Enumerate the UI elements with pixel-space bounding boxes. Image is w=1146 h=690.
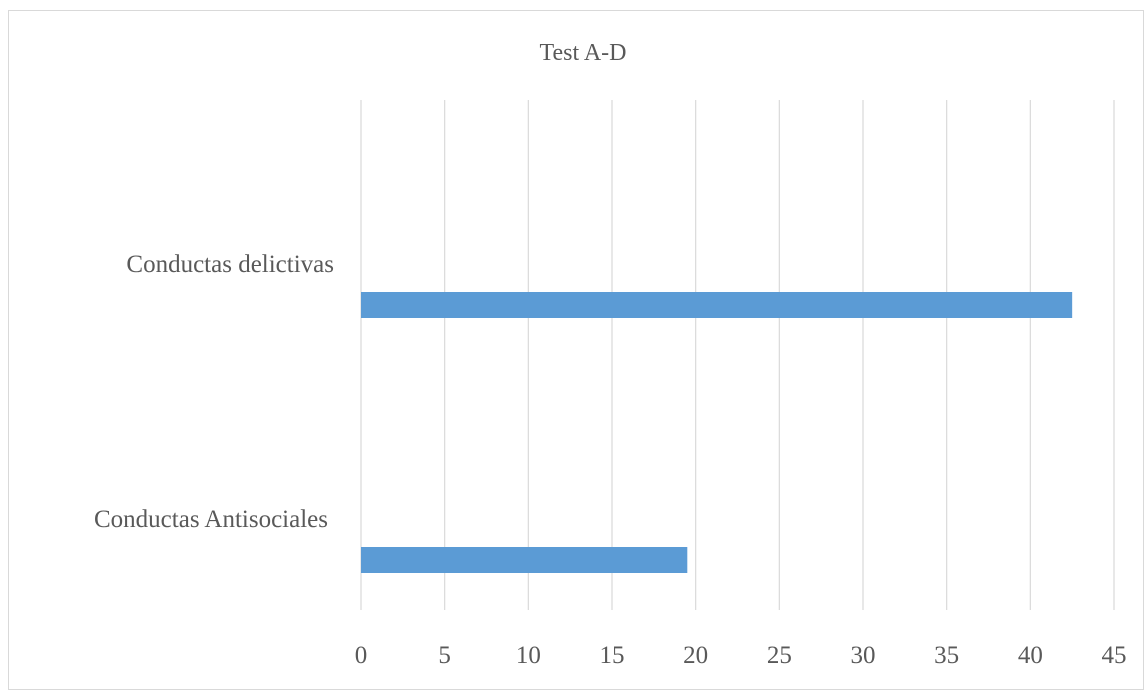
x-tick-label: 25 xyxy=(767,642,792,669)
x-tick-label: 0 xyxy=(355,642,368,669)
chart-frame xyxy=(8,10,1144,690)
x-tick-label: 30 xyxy=(851,642,876,669)
category-label: Conductas Antisociales xyxy=(94,506,328,533)
x-tick-label: 15 xyxy=(600,642,625,669)
x-tick-label: 45 xyxy=(1102,642,1127,669)
category-label: Conductas delictivas xyxy=(126,251,334,278)
chart-title: Test A-D xyxy=(540,40,627,66)
category-labels: Conductas delictivas Conductas Antisocial… xyxy=(94,251,334,533)
x-tick-label: 20 xyxy=(683,642,708,669)
x-tick-label: 10 xyxy=(516,642,541,669)
bar-conductas-delictivas xyxy=(361,292,1073,318)
bars xyxy=(361,292,1073,573)
x-axis-tick-labels: 0 5 10 15 20 25 30 35 40 45 xyxy=(355,642,1127,669)
x-tick-label: 40 xyxy=(1018,642,1043,669)
x-tick-label: 5 xyxy=(438,642,451,669)
x-tick-label: 35 xyxy=(934,642,959,669)
gridlines xyxy=(360,100,1115,610)
bar-conductas-antisociales xyxy=(361,547,688,573)
